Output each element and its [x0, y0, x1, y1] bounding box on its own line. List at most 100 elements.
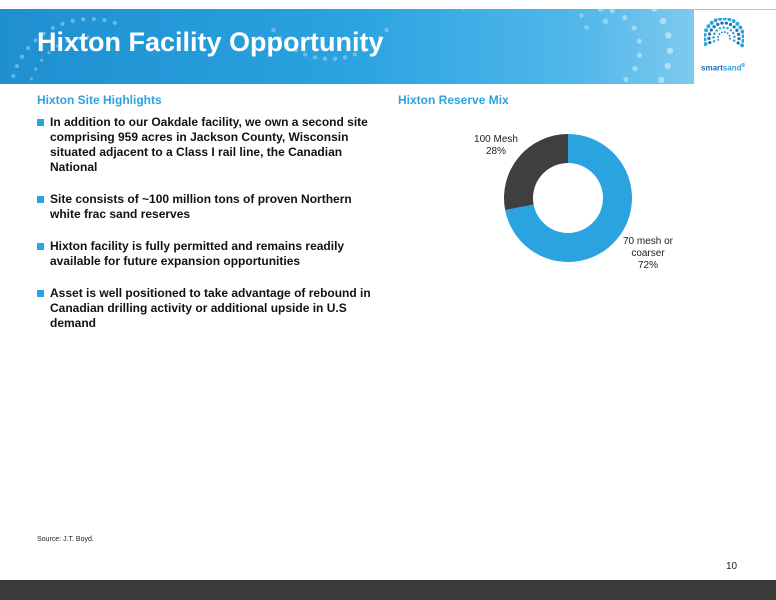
highlight-item: In addition to our Oakdale facility, we …	[37, 115, 377, 175]
bubble-dot	[56, 44, 60, 48]
bubble-dot	[11, 74, 16, 79]
bubble-dot	[33, 38, 38, 43]
bubble-dot	[107, 38, 111, 42]
logo-dot	[735, 28, 739, 32]
logo-swirl-icon	[704, 18, 744, 48]
bubble-dot	[352, 52, 358, 57]
bubble-dot	[50, 26, 55, 31]
logo-dot	[736, 41, 740, 45]
bullet-square-icon	[37, 290, 44, 297]
logo-dot	[726, 32, 729, 35]
logo-text-part2: sand	[722, 63, 742, 73]
bubble-dot	[636, 38, 642, 44]
donut-slice	[504, 134, 568, 210]
slice-data-label: 100 Mesh	[474, 134, 518, 145]
bubble-dot	[65, 39, 69, 43]
logo-dot	[704, 28, 709, 33]
bubble-dot	[29, 77, 33, 81]
highlight-item: Asset is well positioned to take advanta…	[37, 286, 377, 331]
reserve-mix-heading: Hixton Reserve Mix	[398, 93, 509, 107]
logo-dot	[713, 32, 716, 35]
bubble-dot	[597, 9, 604, 12]
site-highlights-heading: Hixton Site Highlights	[37, 93, 162, 107]
bubble-dot	[312, 55, 318, 60]
bubble-dot	[86, 35, 90, 39]
bubble-dot	[602, 18, 609, 25]
bubble-dot	[34, 67, 38, 71]
bubble-dot	[622, 14, 628, 21]
bubble-dot	[41, 31, 46, 36]
donut-slice	[505, 134, 632, 262]
bubble-dot	[665, 32, 672, 39]
bubble-dot	[461, 9, 466, 11]
logo-dot	[717, 35, 720, 38]
bubble-dot	[26, 46, 31, 51]
highlight-item: Site consists of ~100 million tons of pr…	[37, 192, 377, 222]
logo-dot	[709, 20, 714, 25]
highlight-text: Site consists of ~100 million tons of pr…	[50, 192, 352, 221]
bubble-dot	[40, 58, 44, 62]
logo-dot	[737, 37, 741, 41]
bullet-square-icon	[37, 243, 44, 250]
logo-dot	[728, 22, 733, 27]
bubble-dot	[636, 52, 643, 58]
logo-dot	[729, 37, 731, 40]
highlight-text: Hixton facility is fully permitted and r…	[50, 239, 345, 268]
logo-dot	[741, 34, 744, 39]
logo-dot	[707, 36, 711, 40]
logo-dot	[726, 26, 729, 30]
logo-dot	[712, 39, 716, 43]
bubble-dot	[664, 62, 671, 70]
logo-dot	[740, 29, 744, 34]
bubble-dot	[632, 65, 638, 72]
highlights-list: In addition to our Oakdale facility, we …	[37, 115, 377, 348]
bubble-dot	[651, 9, 658, 12]
bubble-dot	[293, 47, 299, 53]
logo-dot	[709, 28, 713, 32]
logo-dot	[720, 21, 724, 25]
bubble-dot	[47, 50, 51, 55]
bubble-dot	[97, 36, 101, 40]
bubble-dot	[370, 42, 375, 47]
logo-dot	[708, 41, 712, 45]
logo-dot	[706, 24, 711, 29]
bullet-square-icon	[37, 119, 44, 126]
logo-dot	[740, 43, 744, 48]
logo-dot	[732, 25, 736, 29]
logo-dot	[718, 33, 721, 36]
bubble-dot	[15, 64, 20, 69]
bubble-dot	[75, 36, 80, 40]
logo-dot	[712, 36, 715, 39]
bubble-dot	[81, 17, 86, 22]
logo-dot	[741, 38, 744, 43]
source-note: Source: J.T. Boyd.	[37, 536, 94, 543]
slide-title: Hixton Facility Opportunity	[37, 27, 384, 57]
bubble-dot	[102, 18, 107, 23]
bubble-pattern-decoration	[11, 9, 674, 84]
slice-data-label: 70 mesh or	[623, 236, 674, 247]
highlight-text: Asset is well positioned to take advanta…	[50, 286, 371, 330]
highlight-item: Hixton facility is fully permitted and r…	[37, 239, 377, 269]
logo-dot	[735, 21, 740, 26]
logo-dot	[732, 31, 735, 35]
bubble-dot	[623, 76, 629, 83]
bubble-dot	[584, 24, 589, 30]
bubble-dot	[70, 18, 75, 23]
logo-dot	[729, 28, 733, 32]
brand-logo: smartsand®	[694, 10, 776, 84]
logo-text: smartsand®	[701, 63, 745, 73]
bubble-dot	[20, 54, 25, 59]
bubble-dot	[666, 47, 674, 54]
page-number: 10	[726, 561, 738, 572]
logo-dot	[738, 25, 743, 30]
bullet-square-icon	[37, 196, 44, 203]
logo-text-part1: smart	[701, 63, 723, 73]
bubble-dot	[60, 21, 65, 26]
logo-dot	[718, 18, 723, 21]
slice-data-label: coarser	[631, 248, 665, 259]
logo-dot	[731, 19, 736, 24]
logo-registered-mark: ®	[741, 63, 746, 69]
bubble-dot	[271, 27, 276, 33]
logo-dot	[728, 34, 731, 37]
